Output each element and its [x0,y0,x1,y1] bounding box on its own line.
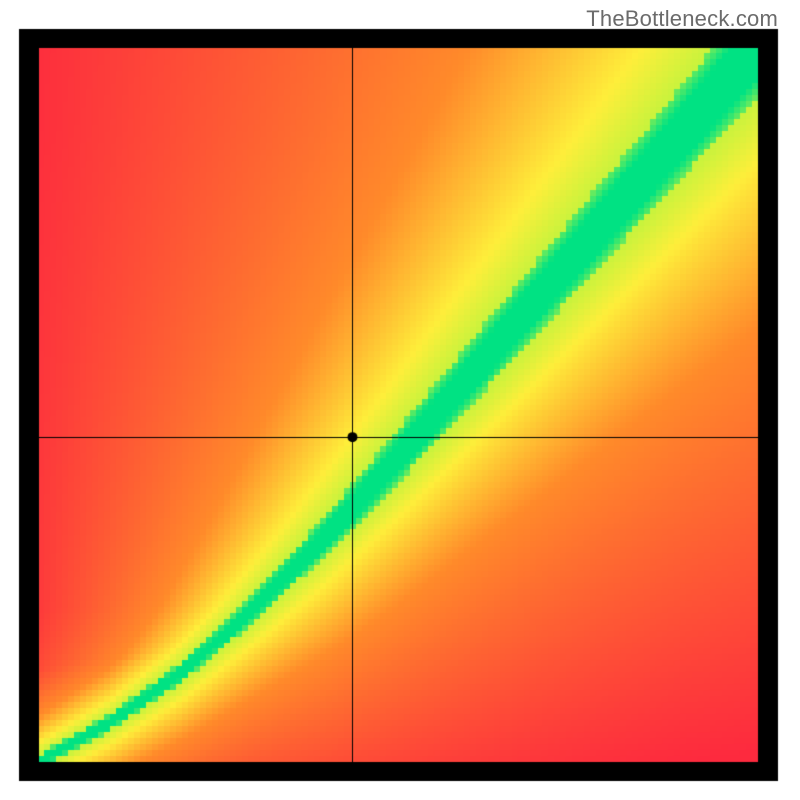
chart-container: TheBottleneck.com [0,0,800,800]
heatmap-canvas [0,0,800,800]
watermark-text: TheBottleneck.com [586,6,778,32]
